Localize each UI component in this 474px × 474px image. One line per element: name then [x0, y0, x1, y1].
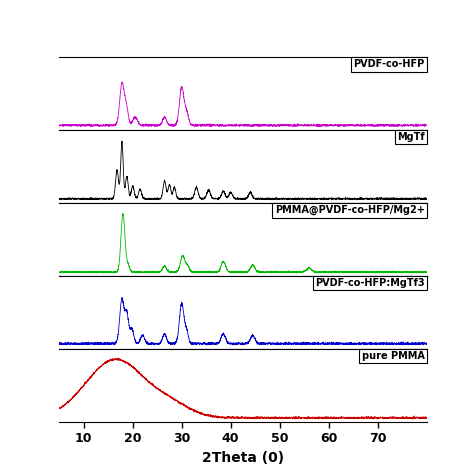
- Text: PVDF-co-HFP:MgTf3: PVDF-co-HFP:MgTf3: [315, 278, 425, 288]
- Text: PMMA@PVDF-co-HFP/Mg2+: PMMA@PVDF-co-HFP/Mg2+: [275, 205, 425, 215]
- Text: PVDF-co-HFP: PVDF-co-HFP: [354, 59, 425, 69]
- Text: pure PMMA: pure PMMA: [362, 351, 425, 361]
- Text: MgTf: MgTf: [397, 132, 425, 142]
- X-axis label: 2Theta (0): 2Theta (0): [202, 451, 284, 465]
